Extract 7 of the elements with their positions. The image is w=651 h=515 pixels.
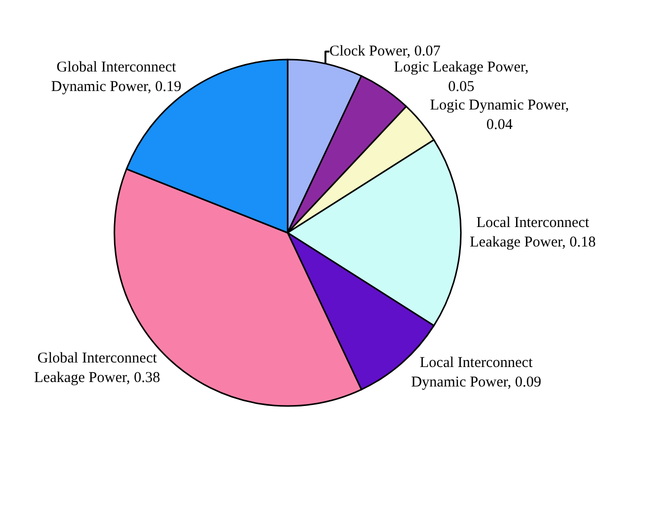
slice-label: Local Interconnect Leakage Power, 0.18 <box>470 215 596 250</box>
slice-label: Logic Dynamic Power, 0.04 <box>430 97 569 133</box>
slice-label: Clock Power, 0.07 <box>329 44 441 60</box>
slice-label: Local Interconnect Dynamic Power, 0.09 <box>411 354 542 390</box>
slice-label: Global Interconnect Leakage Power, 0.38 <box>34 350 160 386</box>
slice-label: Logic Leakage Power, 0.05 <box>394 60 529 96</box>
slice-label: Global Interconnect Dynamic Power, 0.19 <box>51 60 182 96</box>
